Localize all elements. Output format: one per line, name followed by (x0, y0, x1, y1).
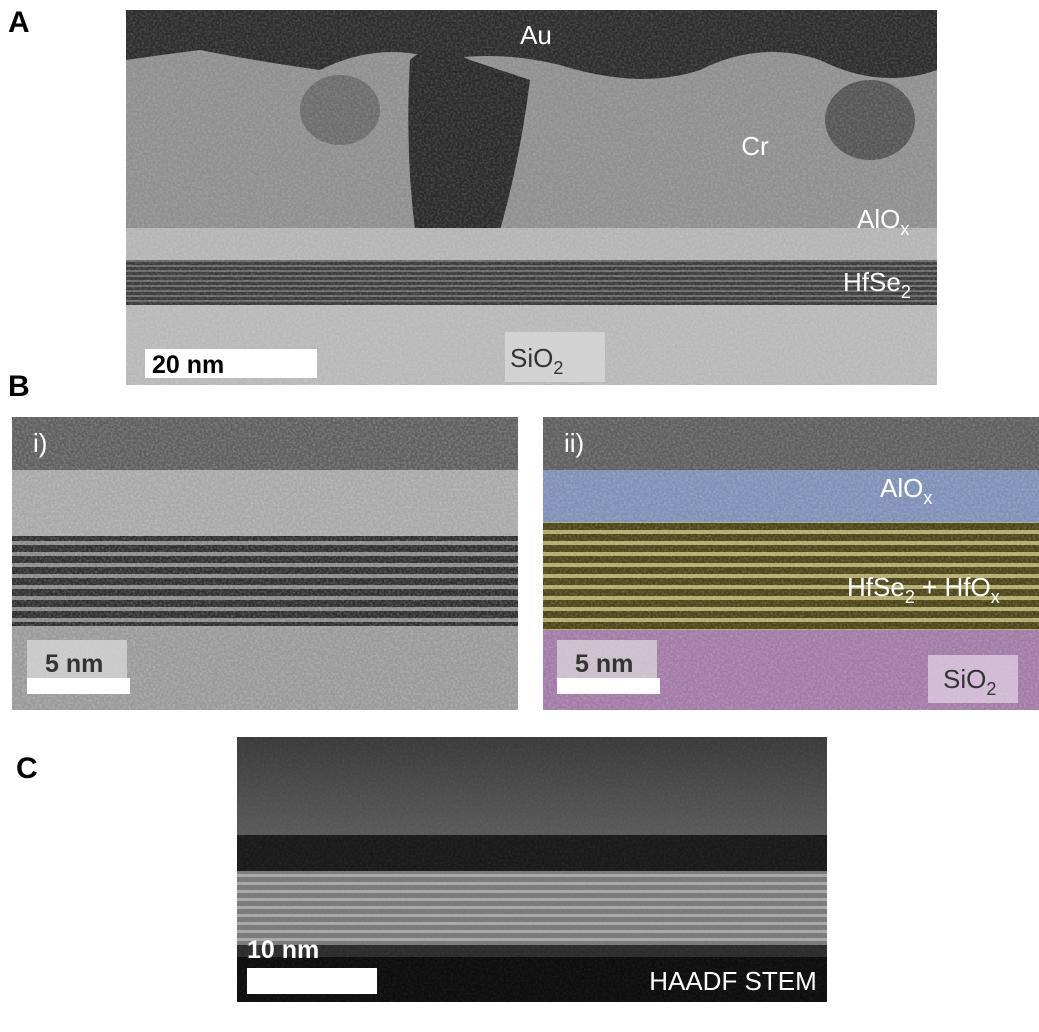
text-part: AlO (857, 204, 900, 234)
scale-bar (145, 349, 317, 378)
text-part: 2 (901, 282, 911, 302)
layer-label: AlOx (880, 473, 932, 508)
label-box (928, 655, 1018, 703)
text-part: 2 (986, 679, 996, 699)
label-box (557, 640, 657, 680)
layer-label: AlOx (857, 204, 909, 239)
text-part: x (991, 587, 1000, 607)
text-part: HfSe (843, 267, 901, 297)
text-part: x (923, 488, 932, 508)
label-box (505, 332, 605, 382)
tem-image (126, 10, 937, 385)
stem-image (237, 737, 827, 1002)
scale-bar (247, 968, 377, 994)
layer-label: SiO2 (943, 664, 996, 699)
layer-label: HfSe2 + HfOx (847, 572, 1000, 607)
text-part: 2 (905, 587, 915, 607)
panel-label: C (16, 752, 38, 785)
subpanel-label: ii) (564, 428, 584, 458)
layer-label: SiO2 (510, 343, 563, 378)
panel-label: A (8, 6, 30, 39)
text-part: SiO (510, 343, 553, 373)
scale-bar-label: 5 nm (575, 650, 633, 678)
layer-label: Au (520, 20, 552, 50)
text-part: HfSe (847, 572, 905, 602)
scale-bar-label: 5 nm (45, 650, 103, 678)
text-part: AlO (880, 473, 923, 503)
layer-label: HfSe2 (843, 267, 911, 302)
layer-label: Cr (741, 131, 769, 161)
text-part: x (900, 219, 909, 239)
label-box (27, 640, 127, 680)
imaging-mode: HAADF STEM (649, 966, 817, 996)
text-part: + HfO (915, 572, 991, 602)
scale-bar (27, 678, 130, 694)
scale-bar-label: 20 nm (152, 351, 224, 379)
panel-label: B (8, 370, 30, 403)
text-part: 2 (553, 358, 563, 378)
scale-bar-label: 10 nm (247, 936, 319, 964)
text-part: SiO (943, 664, 986, 694)
subpanel-label: i) (33, 428, 47, 458)
scale-bar (557, 678, 660, 694)
